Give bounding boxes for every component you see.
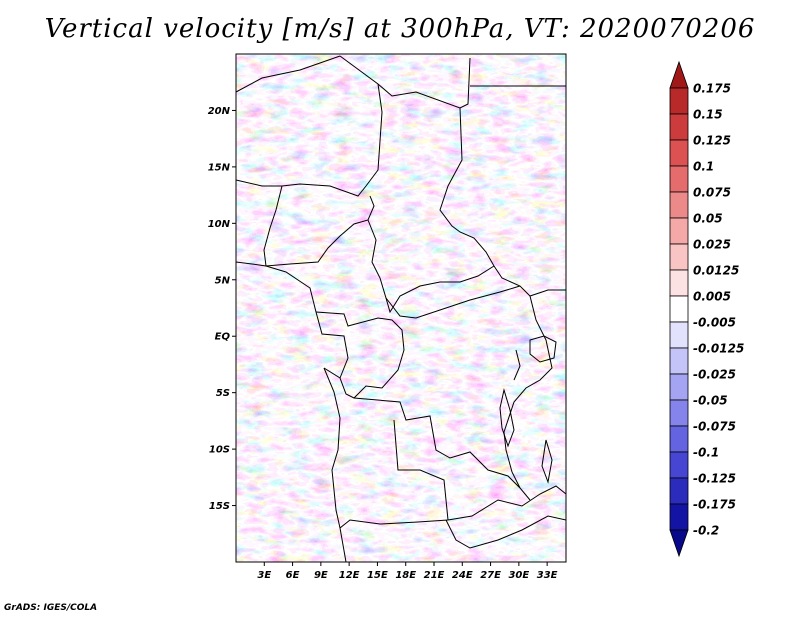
- colorbar-level-label: -0.0125: [693, 342, 744, 356]
- colorbar-swatch: [669, 425, 689, 453]
- velocity-field: [236, 54, 566, 562]
- colorbar-swatch: [669, 477, 689, 505]
- lon-tick-label: 9E: [314, 570, 328, 581]
- colorbar-top-triangle: [669, 60, 689, 89]
- border-angola-zambia: [339, 419, 449, 562]
- colorbar-swatch: [669, 503, 689, 531]
- border-zambia: [447, 485, 566, 521]
- plot-title: Vertical velocity [m/s] at 300hPa, VT: 2…: [44, 14, 756, 44]
- colorbar-swatch: [669, 191, 689, 219]
- colorbar-swatch: [669, 451, 689, 479]
- lon-tick-label: 12E: [339, 570, 360, 581]
- lon-tick-label: 15E: [367, 570, 388, 581]
- colorbar-swatch: [669, 243, 689, 271]
- colorbar-swatch: [669, 165, 689, 193]
- country-borders: [236, 55, 566, 562]
- lon-tick-label: 3E: [257, 570, 271, 581]
- colorbar-swatch: [669, 321, 689, 349]
- lake-victoria: [529, 335, 557, 363]
- border-drc-angola: [353, 397, 521, 489]
- colorbar-level-label: -0.025: [693, 368, 736, 382]
- colorbar-level-label: 0.125: [693, 134, 731, 148]
- lon-tick-label: 27E: [480, 570, 501, 581]
- border-niger-chad: [236, 83, 383, 197]
- colorbar-level-label: -0.175: [693, 498, 736, 512]
- colorbar-swatch: [669, 347, 689, 375]
- colorbar-level-label: 0.0125: [693, 264, 739, 278]
- colorbar-level-label: 0.1: [693, 160, 714, 174]
- colorbar-swatch: [669, 139, 689, 167]
- colorbar-bottom-triangle: [669, 529, 689, 558]
- colorbar-level-label: -0.005: [693, 316, 736, 330]
- lat-tick-label: 20N: [208, 106, 231, 117]
- colorbar-level-label: 0.075: [693, 186, 731, 200]
- lat-tick-label: EQ: [215, 332, 231, 343]
- colorbar-swatch: [669, 217, 689, 245]
- border-car-drc: [385, 285, 521, 319]
- lat-tick-label: 5N: [215, 275, 231, 286]
- colorbar: 0.175 0.15 0.125 0.1 0.075 0.05 0.025 0.0125 0.0…: [669, 60, 744, 558]
- colorbar-swatch: [669, 373, 689, 401]
- border-gabon: [315, 311, 349, 379]
- lat-tick-label: 10N: [208, 219, 231, 230]
- colorbar-swatch: [669, 295, 689, 323]
- colorbar-level-label: 0.15: [693, 108, 723, 122]
- lon-tick-label: 21E: [424, 570, 445, 581]
- colorbar-level-label: 0.025: [693, 238, 731, 252]
- colorbar-swatch: [669, 113, 689, 141]
- colorbar-swatch: [669, 269, 689, 297]
- colorbar-level-label: -0.125: [693, 472, 736, 486]
- lon-tick-label: 18E: [395, 570, 416, 581]
- lake-malawi: [541, 439, 553, 484]
- lon-tick-label: 6E: [286, 570, 300, 581]
- border-cameroon-car: [367, 219, 495, 314]
- colorbar-level-label: -0.1: [693, 446, 719, 460]
- lat-tick-label: 10S: [209, 445, 230, 456]
- border-coast: [236, 261, 341, 529]
- colorbar-level-label: 0.005: [693, 290, 731, 304]
- colorbar-level-label: -0.075: [693, 420, 736, 434]
- colorbar-swatch: [669, 87, 689, 115]
- plot-frame: [235, 53, 567, 563]
- footer-credit: GrADS: IGES/COLA: [4, 603, 98, 613]
- border-chad-sudan: [439, 107, 566, 297]
- colorbar-level-label: -0.05: [693, 394, 728, 408]
- lat-tick-label: 5S: [216, 388, 230, 399]
- lake-rift-west: [513, 349, 521, 381]
- border-namibia: [445, 515, 566, 549]
- latitude-axis: 20N 15N 10N 5N EQ 5S 10S 15S: [208, 106, 236, 512]
- colorbar-level-label: -0.2: [693, 524, 719, 538]
- lat-tick-label: 15N: [208, 162, 231, 173]
- lon-tick-label: 33E: [537, 570, 558, 581]
- colorbar-level-label: 0.05: [693, 212, 723, 226]
- lake-tanganyika: [499, 388, 515, 448]
- border-congo: [315, 311, 405, 399]
- colorbar-level-label: 0.175: [693, 82, 731, 96]
- colorbar-swatch: [669, 399, 689, 427]
- lon-tick-label: 24E: [452, 570, 473, 581]
- lat-tick-label: 15S: [209, 501, 230, 512]
- longitude-axis: 3E 6E 9E 12E 15E 18E 21E 24E 27E 30E 33E: [257, 562, 558, 581]
- lon-tick-label: 30E: [508, 570, 529, 581]
